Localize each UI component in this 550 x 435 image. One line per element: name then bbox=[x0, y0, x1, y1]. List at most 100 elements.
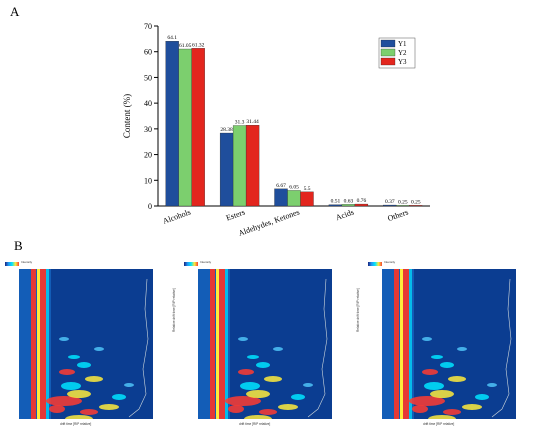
data-label: 0.63 bbox=[344, 198, 354, 204]
bar bbox=[178, 48, 192, 207]
heatmap-spot bbox=[291, 394, 305, 400]
heatmap-spot bbox=[303, 383, 313, 387]
data-label: 28.38 bbox=[220, 127, 233, 133]
heatmap-spot bbox=[422, 337, 432, 341]
heatmap-spot bbox=[238, 337, 248, 341]
heatmap-spot bbox=[68, 355, 80, 359]
heatmap-spot bbox=[431, 355, 443, 359]
heatmap-spot bbox=[59, 369, 75, 375]
bar bbox=[396, 205, 410, 207]
heatmap-panel-1: Intensity Relative drift time [RIP relat… bbox=[5, 260, 155, 427]
bar bbox=[409, 205, 423, 207]
heatmap-spot bbox=[238, 369, 254, 375]
bar bbox=[219, 132, 234, 207]
heatmap-spot bbox=[240, 382, 260, 390]
heatmap-colorbar bbox=[5, 262, 19, 266]
heatmap-spot bbox=[99, 404, 119, 410]
heatmap-spot bbox=[264, 376, 282, 382]
y-tick-label: 50 bbox=[144, 73, 152, 82]
data-label: 61.05 bbox=[179, 43, 192, 49]
heatmap-colorbar bbox=[184, 262, 198, 266]
reactant-ion-peak bbox=[31, 269, 36, 419]
data-label: 0.37 bbox=[385, 199, 395, 205]
panel-label-b: B bbox=[14, 238, 23, 253]
reactant-ion-peak bbox=[40, 269, 46, 419]
bar bbox=[274, 188, 288, 207]
data-label: 0.25 bbox=[398, 199, 408, 205]
heatmap-spot bbox=[94, 347, 104, 351]
reactant-ion-peak bbox=[46, 269, 49, 419]
category-label: Others bbox=[386, 207, 409, 223]
heatmap-y-axis-label: Relative drift time [RIP relative] bbox=[356, 288, 360, 332]
heatmap-plot bbox=[382, 269, 516, 419]
heatmap-y-axis-label: Relative drift time [RIP relative] bbox=[172, 288, 176, 332]
legend-swatch bbox=[380, 39, 396, 48]
legend-label: Y2 bbox=[398, 49, 407, 57]
reactant-ion-peak bbox=[394, 269, 399, 419]
bar bbox=[354, 203, 369, 207]
heatmap-spot bbox=[273, 347, 283, 351]
heatmap-spot bbox=[448, 376, 466, 382]
reactant-ion-peak bbox=[219, 269, 225, 419]
data-label: 0.51 bbox=[331, 199, 341, 205]
bar bbox=[383, 204, 397, 207]
heatmap-spot bbox=[443, 409, 461, 415]
y-tick-label: 0 bbox=[148, 202, 152, 211]
heatmap-spot bbox=[422, 369, 438, 375]
heatmap-spot bbox=[244, 415, 272, 419]
bar bbox=[232, 125, 247, 207]
reactant-ion-peak bbox=[210, 269, 215, 419]
heatmap-spot bbox=[409, 396, 445, 406]
heatmap-spot bbox=[412, 405, 428, 413]
y-tick-label: 30 bbox=[144, 125, 152, 134]
heatmap-spot bbox=[77, 362, 91, 368]
heatmap-spot bbox=[228, 405, 244, 413]
heatmap-plot bbox=[198, 269, 332, 419]
reactant-ion-peak bbox=[403, 269, 409, 419]
data-label: 6.05 bbox=[289, 184, 299, 190]
heatmap-colorbar bbox=[368, 262, 382, 266]
data-label: 31.44 bbox=[246, 119, 259, 125]
heatmap-spot bbox=[487, 383, 497, 387]
data-label: 5.5 bbox=[304, 186, 311, 192]
spectrum-trace bbox=[128, 278, 149, 418]
heatmap-spot bbox=[85, 376, 103, 382]
data-label: 31.3 bbox=[235, 120, 245, 126]
panel-label-a: A bbox=[10, 4, 20, 19]
reactant-ion-peak bbox=[225, 269, 228, 419]
category-label: Acids bbox=[334, 207, 355, 222]
bar bbox=[165, 41, 179, 207]
data-label: 0.25 bbox=[411, 199, 421, 205]
y-axis-label: Content (%) bbox=[122, 94, 132, 138]
heatmap-legend-text: Intensity bbox=[21, 260, 33, 264]
heatmap-spot bbox=[49, 405, 65, 413]
heatmap-panel-3: Intensity Relative drift time [RIP relat… bbox=[356, 260, 518, 427]
y-tick-label: 40 bbox=[144, 99, 152, 108]
bar-chart: 0 10 20 30 40 50 60 70 Content (%) 64.161.05 61.32… bbox=[122, 22, 430, 238]
y-tick-label: 10 bbox=[144, 176, 152, 185]
bar bbox=[191, 48, 205, 207]
heatmap-spot bbox=[278, 404, 298, 410]
category-label: Esters bbox=[225, 207, 246, 222]
heatmap-spot bbox=[256, 362, 270, 368]
heatmap-plot bbox=[19, 269, 153, 419]
y-tick-label: 20 bbox=[144, 151, 152, 160]
category-label: Alcohols bbox=[162, 207, 192, 225]
y-tick-label: 60 bbox=[144, 48, 152, 57]
heatmap-legend-text: Intensity bbox=[384, 260, 396, 264]
heatmap-spot bbox=[46, 396, 82, 406]
heatmap-spot bbox=[65, 415, 93, 419]
reactant-ion-peak bbox=[37, 269, 40, 419]
heatmap-spot bbox=[259, 409, 277, 415]
spectrum-trace bbox=[491, 278, 512, 418]
heatmap-spot bbox=[124, 383, 134, 387]
y-tick-label: 70 bbox=[144, 22, 152, 31]
bar bbox=[245, 125, 260, 207]
heatmap-spot bbox=[80, 409, 98, 415]
reactant-ion-peak bbox=[216, 269, 219, 419]
heatmap-spot bbox=[440, 362, 454, 368]
heatmap-spot bbox=[247, 355, 259, 359]
reactant-ion-peak bbox=[409, 269, 412, 419]
legend-swatch bbox=[380, 48, 396, 57]
category-label: Aldehydes, Ketones bbox=[237, 207, 301, 237]
